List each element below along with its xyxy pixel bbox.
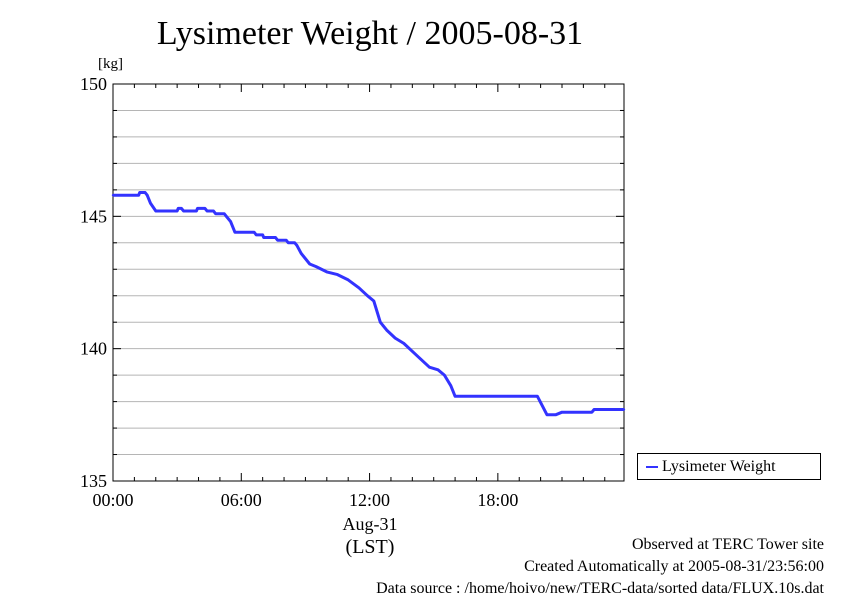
- data-point: [357, 286, 361, 289]
- y-axis: 135 140 145 150: [80, 74, 624, 491]
- data-point: [449, 384, 453, 387]
- data-point: [295, 244, 299, 247]
- data-point: [554, 413, 557, 417]
- data-point: [276, 238, 279, 242]
- data-point: [314, 265, 318, 268]
- y-tick-label: 145: [80, 206, 107, 226]
- data-point: [196, 207, 199, 210]
- data-point: [614, 408, 617, 411]
- data-point: [528, 395, 532, 398]
- x-axis-date-label: Aug-31: [342, 514, 398, 534]
- data-point: [411, 350, 414, 353]
- data-point: [443, 373, 446, 377]
- chart-title: Lysimeter Weight / 2005-08-31: [156, 15, 584, 52]
- data-point: [212, 209, 215, 213]
- data-point: [261, 233, 264, 237]
- y-axis-unit-label: [kg]: [98, 56, 123, 72]
- data-point: [137, 193, 140, 197]
- x-tick-label: 00:00: [92, 490, 133, 510]
- data-point: [336, 273, 339, 276]
- data-point: [156, 209, 160, 213]
- x-tick-label: 06:00: [221, 490, 262, 510]
- data-point: [203, 207, 207, 210]
- data-point: [111, 193, 115, 197]
- data-point: [372, 299, 376, 303]
- footer-site-line: Observed at TERC Tower site: [631, 536, 824, 553]
- x-tick-label: 12:00: [349, 490, 390, 510]
- data-point: [177, 207, 180, 210]
- legend-swatch: [646, 465, 658, 468]
- legend: Lysimeter Weight: [637, 453, 821, 480]
- data-point: [453, 395, 457, 398]
- x-axis-unit-label: (LST): [345, 536, 395, 558]
- data-point: [308, 262, 311, 266]
- data-point: [182, 209, 185, 213]
- data-point: [590, 410, 594, 414]
- data-point: [149, 201, 152, 205]
- data-point: [475, 395, 478, 398]
- data-point: [235, 231, 239, 234]
- data-point: [287, 241, 290, 244]
- data-point: [255, 233, 258, 237]
- x-axis: 00:00 06:00 12:00 18:00: [92, 84, 606, 510]
- legend-label: Lysimeter Weight: [662, 457, 776, 475]
- data-point: [436, 368, 440, 372]
- data-point: [346, 278, 350, 282]
- data-point: [379, 321, 382, 324]
- data-point: [175, 209, 179, 213]
- data-point: [299, 252, 303, 255]
- y-tick-label: 135: [80, 471, 107, 491]
- y-tick-label: 150: [80, 74, 107, 94]
- data-point: [419, 358, 423, 361]
- footer-notes: Observed at TERC Tower site Created Auto…: [376, 534, 824, 600]
- data-point: [428, 365, 431, 369]
- data-point: [262, 236, 265, 239]
- data-point: [485, 395, 489, 398]
- data-point: [592, 408, 596, 411]
- data-point: [143, 191, 147, 194]
- data-point: [252, 231, 256, 234]
- data-point: [464, 395, 467, 398]
- footer-created-line: Created Automatically at 2005-08-31/23:5…: [524, 558, 824, 575]
- data-point: [560, 410, 564, 414]
- data-point: [274, 236, 277, 239]
- data-point: [146, 193, 149, 197]
- data-point: [571, 410, 574, 414]
- data-point: [394, 336, 397, 340]
- y-tick-label: 140: [80, 339, 107, 359]
- data-point: [180, 207, 183, 210]
- data-point: [225, 215, 228, 218]
- x-tick-label: 18:00: [477, 490, 518, 510]
- plot-frame: [112, 83, 625, 482]
- data-point: [622, 408, 626, 411]
- data-point: [205, 209, 209, 213]
- data-point: [402, 342, 405, 345]
- data-point: [195, 209, 198, 213]
- series-layer: [111, 191, 626, 417]
- data-point: [154, 209, 157, 213]
- data-point: [366, 294, 369, 297]
- data-point: [293, 241, 296, 244]
- data-point: [536, 395, 539, 398]
- data-point: [385, 328, 388, 332]
- data-point: [222, 212, 226, 215]
- data-point: [325, 270, 329, 274]
- gridlines: [113, 109, 624, 456]
- data-point: [214, 212, 217, 215]
- series-line: [113, 191, 624, 417]
- data-point: [545, 413, 549, 417]
- footer-source-line: Data source : /home/hoivo/new/TERC-data/…: [376, 580, 824, 597]
- data-point: [284, 238, 288, 242]
- data-point: [229, 220, 232, 223]
- data-point: [460, 395, 463, 398]
- data-point: [507, 395, 510, 398]
- data-point: [138, 191, 141, 194]
- data-point: [233, 231, 237, 234]
